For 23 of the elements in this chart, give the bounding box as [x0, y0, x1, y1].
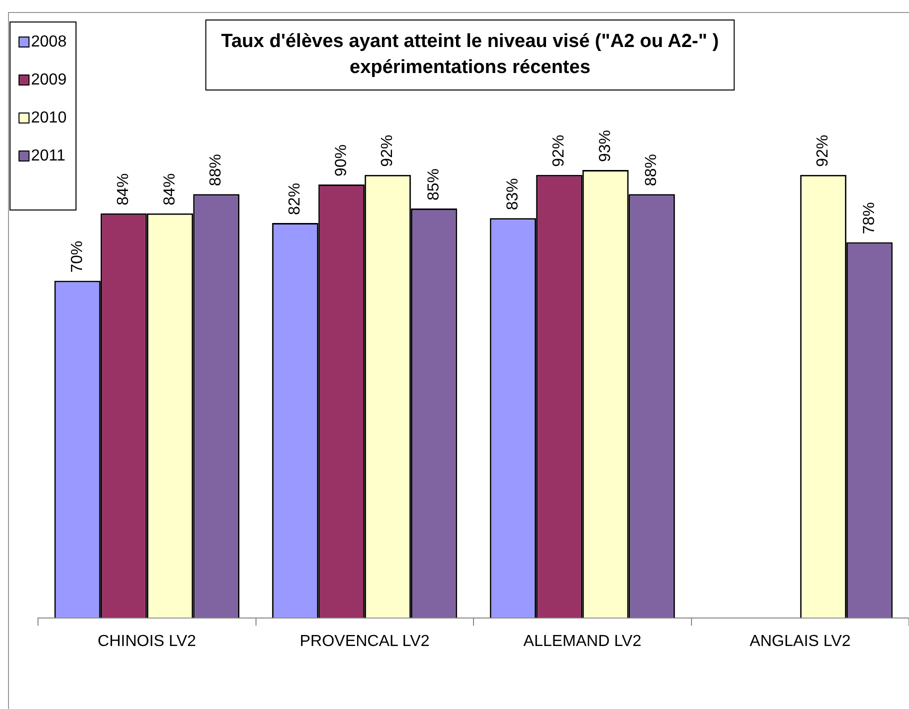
- data-label: 88%: [643, 154, 660, 186]
- data-label: 93%: [596, 130, 614, 162]
- x-tick-label: ALLEMAND LV2: [523, 632, 642, 650]
- x-tick-label: CHINOIS LV2: [98, 632, 196, 650]
- legend-label: 2009: [31, 71, 67, 88]
- data-label: 70%: [68, 240, 86, 273]
- x-tick-label: PROVENCAL LV2: [300, 632, 430, 650]
- legend-label: 2010: [31, 109, 67, 126]
- data-label: 92%: [814, 134, 832, 167]
- data-label: 78%: [860, 202, 878, 234]
- data-label: 84%: [161, 173, 178, 206]
- data-label: 88%: [208, 154, 225, 186]
- data-label: 85%: [425, 168, 442, 201]
- data-label: 84%: [115, 173, 132, 206]
- data-label: 82%: [286, 182, 304, 215]
- data-label: 90%: [332, 144, 350, 176]
- legend-label: 2008: [31, 33, 67, 50]
- data-label: 92%: [550, 134, 568, 167]
- legend-label: 2011: [31, 147, 66, 164]
- chart-title: Taux d'élèves ayant atteint le niveau visé ("A2 ou A2-" ) expérimentations récentes: [221, 31, 719, 78]
- data-label: 83%: [504, 178, 522, 210]
- data-label: 92%: [379, 134, 396, 167]
- x-tick-label: ANGLAIS LV2: [750, 632, 851, 650]
